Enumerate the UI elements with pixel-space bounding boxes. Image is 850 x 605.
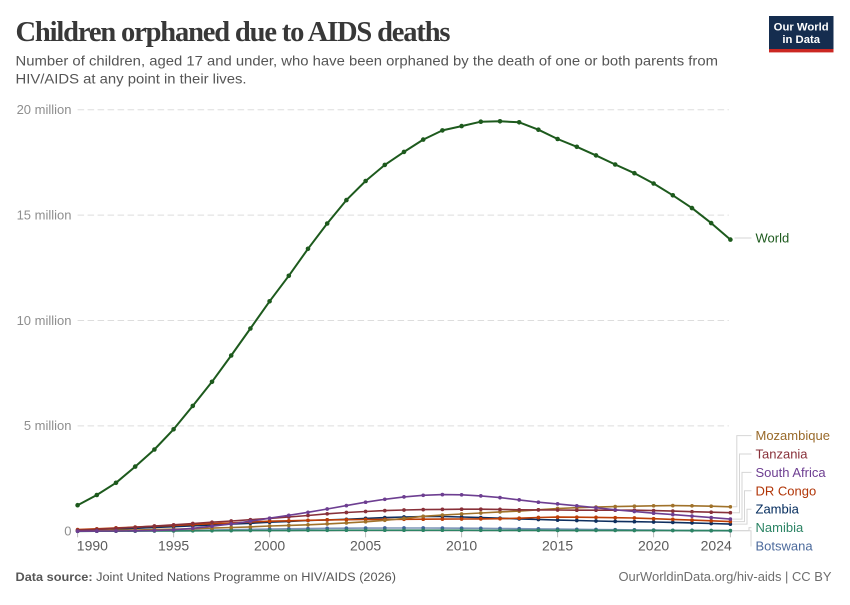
svg-text:OurWorldinData.org/hiv-aids |: OurWorldinData.org/hiv-aids | CC BY: [619, 569, 832, 584]
svg-text:15 million: 15 million: [17, 207, 72, 222]
svg-text:20 million: 20 million: [17, 102, 72, 117]
svg-text:1990: 1990: [77, 538, 108, 554]
svg-text:2000: 2000: [254, 538, 285, 554]
svg-text:World: World: [756, 231, 790, 246]
svg-text:0: 0: [64, 524, 71, 539]
svg-text:Namibia: Namibia: [756, 520, 804, 535]
svg-text:in Data: in Data: [782, 34, 820, 46]
svg-text:South Africa: South Africa: [756, 465, 827, 480]
svg-text:Data source: Joint United Nati: Data source: Joint United Nations Progra…: [16, 570, 397, 584]
svg-text:Zambia: Zambia: [756, 502, 800, 517]
svg-text:Our World: Our World: [774, 22, 829, 34]
svg-text:Number of children, aged 17 an: Number of children, aged 17 and under, w…: [16, 54, 719, 69]
svg-text:HIV/AIDS at any point in their: HIV/AIDS at any point in their lives.: [16, 72, 247, 87]
svg-text:Children orphaned due to AIDS: Children orphaned due to AIDS deaths: [16, 17, 451, 48]
svg-text:10 million: 10 million: [17, 313, 72, 328]
svg-text:1995: 1995: [158, 538, 189, 554]
svg-text:2005: 2005: [350, 538, 381, 554]
svg-text:2010: 2010: [446, 538, 477, 554]
svg-text:DR Congo: DR Congo: [756, 483, 817, 498]
svg-text:2024: 2024: [701, 538, 732, 554]
svg-text:Tanzania: Tanzania: [756, 447, 809, 462]
svg-text:5 million: 5 million: [24, 418, 72, 433]
svg-text:2020: 2020: [638, 538, 669, 554]
svg-text:Mozambique: Mozambique: [756, 428, 830, 443]
svg-text:Botswana: Botswana: [756, 539, 814, 554]
svg-text:2015: 2015: [542, 538, 573, 554]
